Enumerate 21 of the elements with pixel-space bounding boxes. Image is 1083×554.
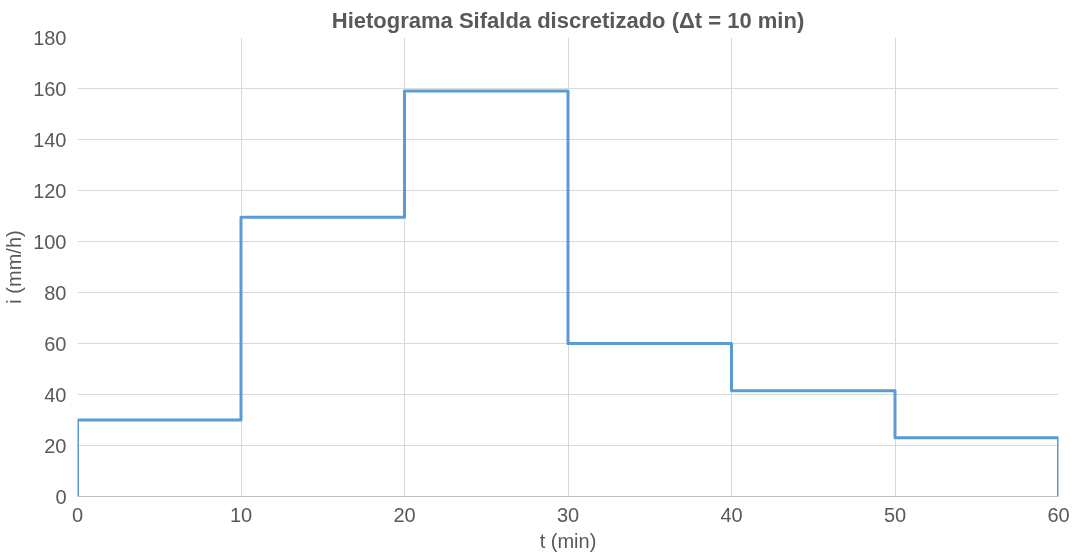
x-tick-label: 10 bbox=[229, 503, 253, 526]
y-tick-label: 140 bbox=[33, 128, 67, 151]
x-tick-label: 20 bbox=[393, 503, 416, 526]
x-tick-label: 40 bbox=[720, 503, 743, 526]
x-axis-title: t (min) bbox=[539, 529, 597, 552]
chart-title: Hietograma Sifalda discretizado (Δt = 10 min) bbox=[331, 7, 805, 33]
y-tick-label: 60 bbox=[44, 332, 67, 355]
y-tick-label: 180 bbox=[33, 26, 67, 49]
line-series bbox=[77, 89, 1059, 497]
y-tick-label: 0 bbox=[55, 485, 67, 508]
x-tick-label: 30 bbox=[556, 503, 580, 526]
y-tick-label: 20 bbox=[44, 434, 67, 457]
y-tick-label: 160 bbox=[33, 77, 67, 100]
y-tick-label: 100 bbox=[33, 230, 67, 253]
x-tick-label: 0 bbox=[71, 503, 84, 526]
x-tick-label: 60 bbox=[1047, 503, 1070, 526]
y-tick-label: 40 bbox=[44, 383, 67, 406]
x-tick-label: 50 bbox=[883, 503, 907, 526]
y-axis-title: i (mm/h) bbox=[3, 230, 26, 304]
y-tick-label: 120 bbox=[33, 179, 67, 202]
y-tick-label: 80 bbox=[44, 281, 67, 304]
